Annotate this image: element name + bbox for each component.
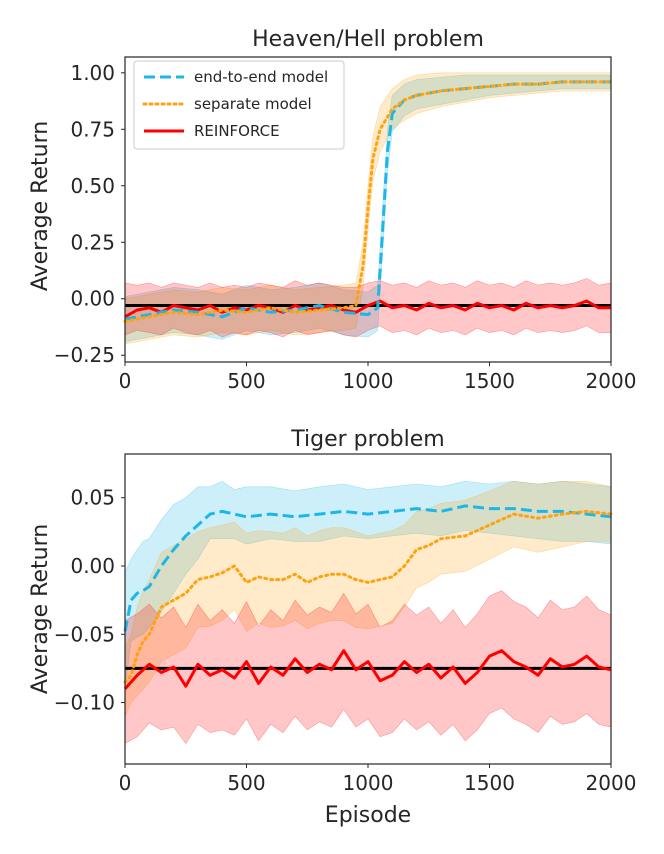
series-line (123, 509, 613, 684)
y-axis: −0.25 0.00 0.25 0.50 0.75 1.00 (54, 61, 125, 367)
y-tick-label: 0.75 (70, 117, 115, 141)
x-tick-label: 0 (119, 771, 132, 795)
series-line (124, 80, 611, 321)
heaven-hell-chart: Heaven/Hell problem Average Return 0 500 1… (28, 27, 636, 393)
x-tick-label: 1000 (343, 771, 394, 795)
x-axis-label: Episode (325, 803, 411, 828)
y-tick-label: 0.00 (70, 554, 115, 578)
chart-title: Heaven/Hell problem (252, 27, 484, 52)
x-axis: 0 500 1000 1500 2000 (119, 362, 637, 393)
legend-label-end-to-end: end-to-end model (194, 68, 328, 86)
x-tick-label: 500 (227, 771, 265, 795)
y-tick-label: 0.05 (70, 486, 115, 510)
legend-box (133, 60, 345, 150)
plot-area (123, 480, 613, 745)
x-tick-label: 1500 (464, 771, 515, 795)
legend: end-to-end model separate model REINFORC… (133, 60, 345, 150)
x-tick-label: 2000 (586, 369, 637, 393)
x-tick-label: 1500 (464, 369, 515, 393)
x-tick-label: 500 (227, 369, 265, 393)
y-tick-label: −0.10 (54, 691, 115, 715)
y-tick-label: 0.50 (70, 174, 115, 198)
x-tick-label: 0 (119, 369, 132, 393)
y-tick-label: −0.25 (54, 343, 115, 367)
tiger-chart: Tiger problem Average Return 0 500 1000 150… (28, 427, 636, 828)
y-axis-label: Average Return (28, 524, 53, 694)
series-line (123, 649, 612, 690)
series-line (123, 80, 613, 323)
y-tick-label: 1.00 (70, 61, 115, 85)
y-tick-label: 0.00 (70, 287, 115, 311)
y-tick-label: −0.05 (54, 622, 115, 646)
series-line (123, 504, 612, 632)
legend-label-separate: separate model (194, 95, 312, 113)
x-tick-label: 1000 (343, 369, 394, 393)
y-tick-label: 0.25 (70, 230, 115, 254)
series-line (124, 299, 611, 319)
y-axis-label: Average Return (28, 121, 53, 291)
chart-title: Tiger problem (290, 427, 444, 452)
legend-label-reinforce: REINFORCE (194, 122, 280, 140)
x-tick-label: 2000 (586, 771, 637, 795)
y-axis: −0.10 −0.05 0.00 0.05 (54, 486, 125, 715)
x-axis: 0 500 1000 1500 2000 (119, 764, 637, 795)
